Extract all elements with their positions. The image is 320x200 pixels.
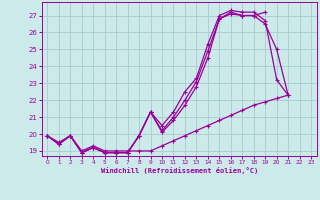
X-axis label: Windchill (Refroidissement éolien,°C): Windchill (Refroidissement éolien,°C) bbox=[100, 167, 258, 174]
